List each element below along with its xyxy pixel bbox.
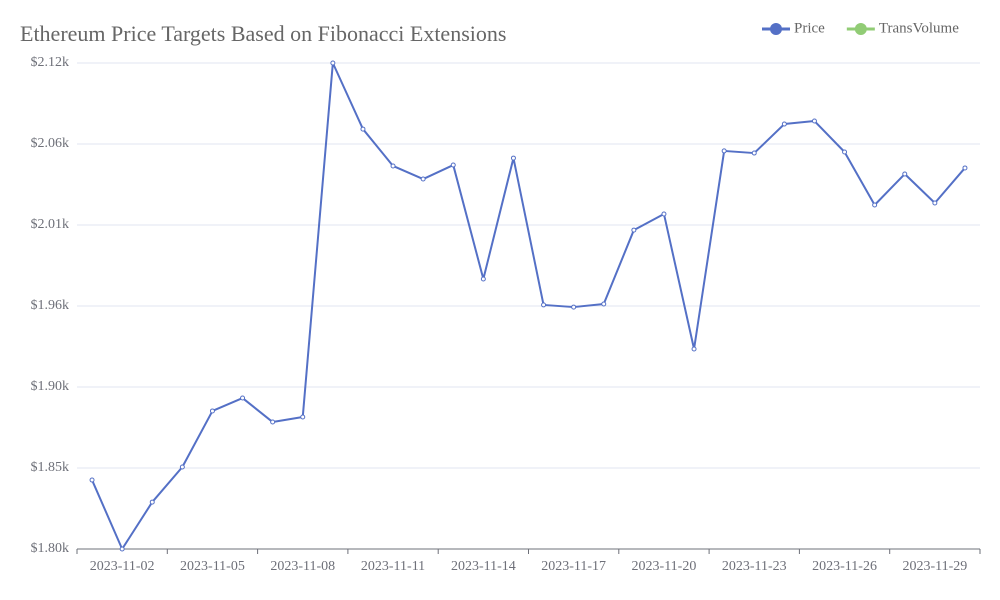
y-tick-label: $1.96k [31,298,70,313]
data-point [149,499,155,505]
data-point [872,202,878,208]
legend-dot [770,23,782,35]
y-tick-label: $2.06k [31,136,70,151]
x-tick-label: 2023-11-14 [451,559,516,574]
data-point [179,464,185,470]
data-point [541,302,547,308]
data-point [450,162,456,168]
data-point [932,200,938,206]
data-point [661,211,667,217]
x-tick-label: 2023-11-20 [632,559,697,574]
x-tick-label: 2023-11-05 [180,559,245,574]
data-point [601,301,607,307]
data-point [691,346,697,352]
data-point [842,149,848,155]
x-tick-label: 2023-11-11 [361,559,425,574]
data-point [962,165,968,171]
data-point [902,171,908,177]
chart-title: Ethereum Price Targets Based on Fibonacc… [20,21,506,46]
y-tick-label: $2.01k [31,217,70,232]
legend-dot [854,23,867,35]
data-point [781,121,787,127]
data-point [811,118,817,124]
y-tick-label: $2.12k [31,55,70,70]
x-tick-label: 2023-11-08 [270,559,335,574]
x-tick-label: 2023-11-23 [722,559,787,574]
y-tick-label: $1.80k [31,541,70,556]
data-point [751,150,757,156]
data-point [330,60,336,66]
legend-label: Price [794,20,825,36]
data-point [721,148,727,154]
data-point [240,395,246,401]
legend-label: TransVolume [879,20,959,36]
x-tick-label: 2023-11-17 [541,559,606,574]
x-tick-label: 2023-11-26 [812,559,877,574]
x-tick-label: 2023-11-29 [902,559,967,574]
data-point [390,163,396,169]
price-line [91,62,966,550]
data-point [420,176,426,182]
data-point [480,276,486,282]
data-point [360,126,366,132]
y-tick-label: $1.85k [31,460,70,475]
x-tick-label: 2023-11-02 [90,559,155,574]
data-point [510,155,516,161]
data-point [270,419,276,425]
data-point [571,304,577,310]
data-point [300,414,306,420]
data-point [89,477,95,483]
y-tick-label: $1.90k [31,379,70,394]
data-point [209,408,215,414]
data-point [119,546,125,552]
data-point [631,227,637,233]
